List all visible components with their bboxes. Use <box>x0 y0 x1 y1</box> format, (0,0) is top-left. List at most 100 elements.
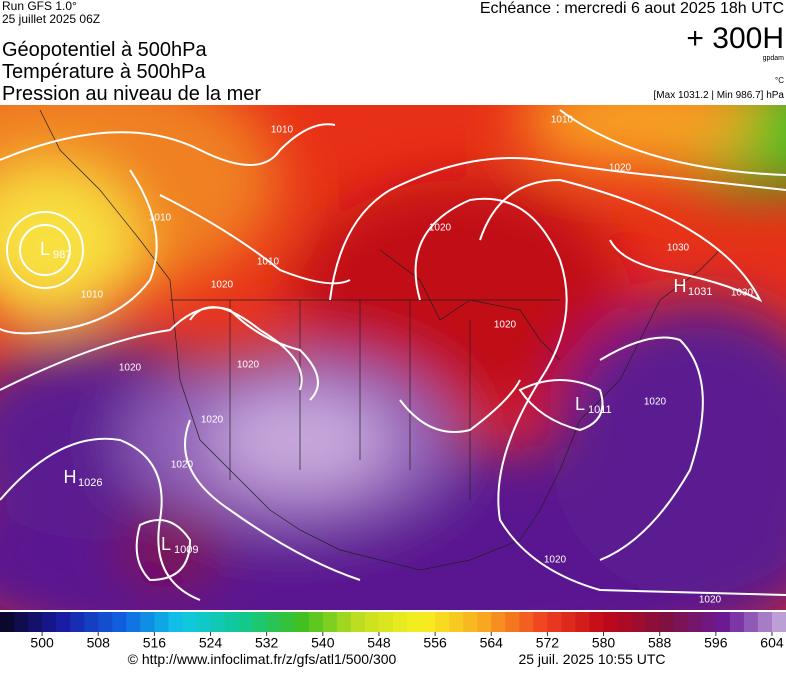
isobar-label: 1020 <box>544 555 567 566</box>
pressure-center-symbol: L <box>161 534 171 554</box>
color-swatch <box>28 612 43 632</box>
isobar-label: 1020 <box>211 280 234 291</box>
color-swatch <box>182 612 197 632</box>
lead-time: + 300H <box>686 22 784 55</box>
pressure-range: [Max 1031.2 | Min 986.7] hPa <box>654 90 785 101</box>
colorbar-tick-label: 532 <box>255 635 279 651</box>
color-swatch <box>280 612 296 632</box>
color-swatch <box>463 612 478 632</box>
pressure-center-value: 1026 <box>78 477 102 489</box>
color-swatch <box>701 612 717 632</box>
isobar-label: 1020 <box>644 397 667 408</box>
title-line: Géopotentiel à 500hPa <box>2 39 207 61</box>
colorbar-tick-label: 516 <box>143 635 167 651</box>
isobar-label: 1010 <box>149 213 172 224</box>
unit: gpdam <box>763 55 785 62</box>
color-swatch <box>561 612 576 632</box>
isobar-label: 1020 <box>699 595 722 606</box>
color-swatch <box>266 612 282 632</box>
pressure-center-value: 987 <box>53 249 71 261</box>
color-swatch <box>364 612 380 632</box>
colorbar-tick-label: 540 <box>311 635 335 651</box>
isobar-label: 1020 <box>171 460 194 471</box>
color-swatch <box>393 612 408 632</box>
color-swatch <box>771 612 786 632</box>
color-swatch <box>449 612 464 632</box>
color-swatch <box>603 612 619 632</box>
color-swatch <box>336 612 352 632</box>
color-swatch <box>224 612 240 632</box>
isobar-label: 1020 <box>119 363 142 374</box>
color-swatch <box>659 612 675 632</box>
pressure-center-symbol: L <box>575 394 585 414</box>
isobar-label: 1020 <box>237 360 260 371</box>
color-swatch <box>238 612 254 632</box>
colorbar-tick-label: 588 <box>648 635 672 651</box>
timestamp: 25 juil. 2025 10:55 UTC <box>518 651 665 667</box>
isobar-label: 1010 <box>257 257 280 268</box>
color-swatch <box>589 612 605 632</box>
color-swatch <box>547 612 562 632</box>
color-swatch <box>84 612 99 632</box>
color-swatch <box>575 612 590 632</box>
color-swatch <box>294 612 310 632</box>
color-swatch <box>687 612 703 632</box>
isobar-label: 1020 <box>609 163 632 174</box>
colorbar-tick-label: 604 <box>760 635 784 651</box>
color-swatch <box>308 612 324 632</box>
isobar-label: 1010 <box>81 290 104 301</box>
colorbar-tick-label: 564 <box>480 635 504 651</box>
valid-time: Echéance : mercredi 6 aout 2025 18h UTC <box>480 0 784 17</box>
colorbar-tick-label: 556 <box>423 635 447 651</box>
run-date: 25 juillet 2025 06Z <box>2 12 100 26</box>
colorbar-tick-label: 548 <box>367 635 391 651</box>
colorbar-tick-label: 524 <box>199 635 223 651</box>
color-swatch <box>168 612 183 632</box>
pressure-center-value: 1011 <box>588 404 612 416</box>
color-swatch <box>56 612 71 632</box>
color-swatch <box>196 612 212 632</box>
color-swatch <box>98 612 113 632</box>
color-swatch <box>491 612 506 632</box>
isobar-label: 1010 <box>551 115 574 126</box>
color-swatch <box>112 612 127 632</box>
color-swatch <box>350 612 366 632</box>
title-line: Température à 500hPa <box>2 61 206 83</box>
color-swatch <box>645 612 661 632</box>
pressure-center-symbol: L <box>40 239 50 259</box>
color-swatch <box>729 612 745 632</box>
colorbar-tick-label: 580 <box>592 635 616 651</box>
colorbar-tick-label: 508 <box>87 635 111 651</box>
color-swatch <box>617 612 633 632</box>
pressure-center-value: 1031 <box>688 286 712 298</box>
colorbar-tick-label: 500 <box>30 635 54 651</box>
color-swatch <box>435 612 450 632</box>
temp-unit: °C <box>775 76 784 85</box>
color-swatch <box>477 612 492 632</box>
color-swatch <box>505 612 520 632</box>
color-swatch <box>210 612 226 632</box>
color-swatch <box>154 612 169 632</box>
color-swatch <box>126 612 141 632</box>
color-swatch <box>519 612 534 632</box>
isobar-label: 1020 <box>201 415 224 426</box>
color-swatch <box>715 612 731 632</box>
color-swatch <box>533 612 548 632</box>
pressure-center-symbol: H <box>64 467 77 487</box>
colorbar: 500 508 516 524 532 540 548 556 564 572 580 588 596 6… <box>0 612 786 651</box>
color-swatch <box>0 612 15 632</box>
color-swatch <box>70 612 85 632</box>
isobar-label: 1020 <box>429 223 452 234</box>
color-swatch <box>421 612 436 632</box>
color-swatch <box>631 612 647 632</box>
source: © http://www.infoclimat.fr/z/gfs/atl1/50… <box>128 651 397 667</box>
isobar-label: 1020 <box>494 320 517 331</box>
color-swatch <box>407 612 422 632</box>
color-swatch <box>14 612 29 632</box>
isobar-label: 1030 <box>731 288 754 299</box>
colorbar-tick-label: 572 <box>536 635 560 651</box>
isobar-label: 1030 <box>667 243 690 254</box>
colorbar-tick-label: 596 <box>704 635 728 651</box>
map <box>0 105 786 610</box>
color-swatch <box>42 612 57 632</box>
